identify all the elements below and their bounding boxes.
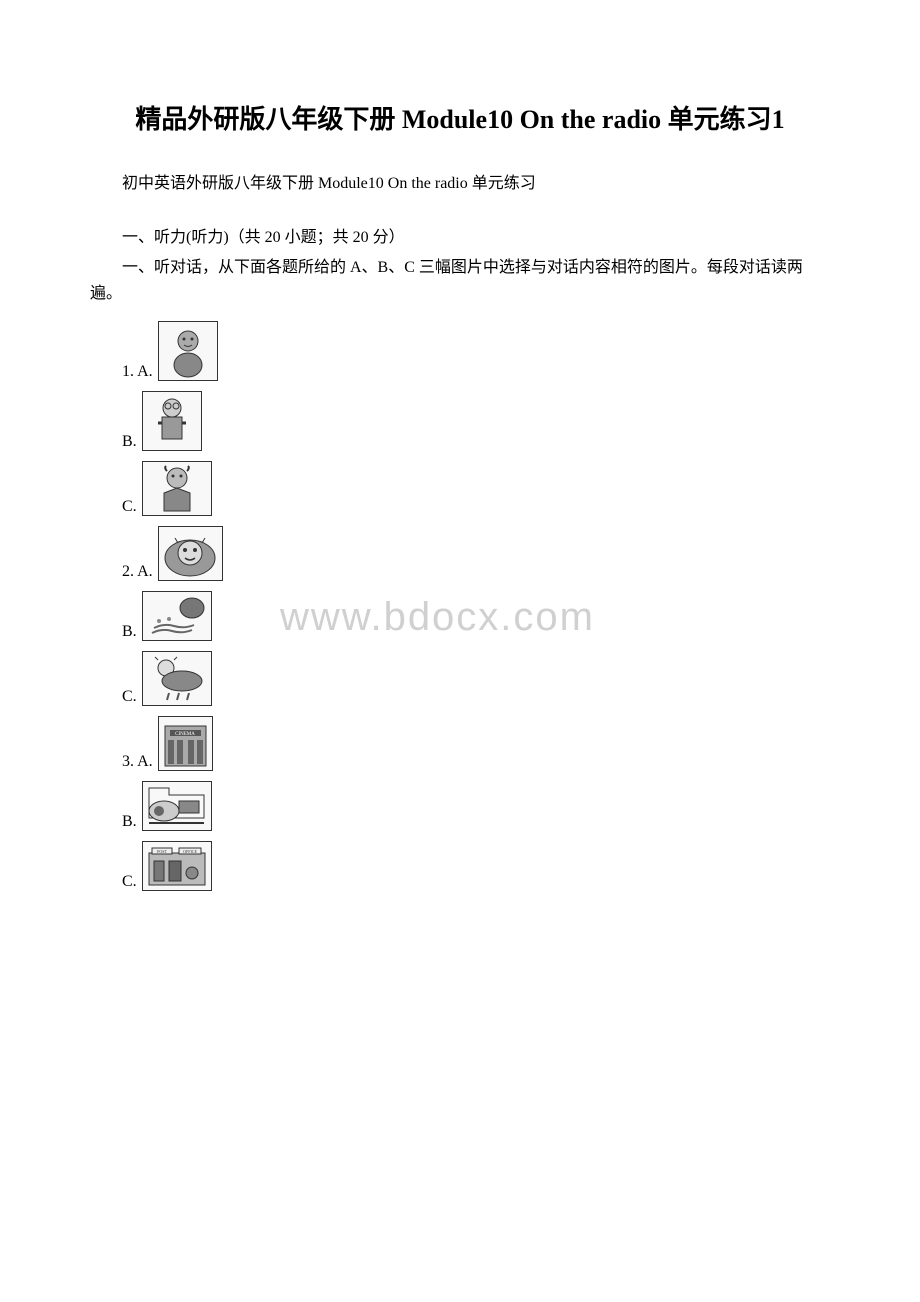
option-label: C. — [122, 688, 137, 706]
subtitle-text: 初中英语外研版八年级下册 Module10 On the radio 单元练习 — [90, 169, 830, 193]
option-label: 2. A. — [122, 563, 153, 581]
train-icon — [142, 781, 212, 831]
document-content: 精品外研版八年级下册 Module10 On the radio 单元练习1 初… — [90, 100, 830, 891]
post-office-icon: POST OFFICE — [142, 841, 212, 891]
rain-cloud-icon — [142, 651, 212, 706]
option-label: B. — [122, 433, 137, 451]
option-row: 2. A. — [90, 526, 830, 581]
svg-text:CINEMA: CINEMA — [175, 732, 195, 737]
option-label: C. — [122, 498, 137, 516]
svg-text:POST: POST — [157, 849, 167, 854]
question-2: 2. A. B. — [90, 526, 830, 706]
question-1: 1. A. B. — [90, 321, 830, 516]
option-row: B. — [90, 391, 830, 451]
option-row: B. — [90, 591, 830, 641]
option-label: B. — [122, 623, 137, 641]
option-row: C. — [90, 651, 830, 706]
option-row: 1. A. — [90, 321, 830, 381]
page-title: 精品外研版八年级下册 Module10 On the radio 单元练习1 — [90, 100, 830, 139]
option-label: B. — [122, 813, 137, 831]
baby-figure-icon — [158, 321, 218, 381]
section-heading: 一、听力(听力)（共 20 小题；共 20 分） — [90, 223, 830, 247]
option-row: C. POST OFFICE — [90, 841, 830, 891]
boy-figure-icon — [142, 391, 202, 451]
question-3: 3. A. CINEMA B. — [90, 716, 830, 891]
option-row: B. — [90, 781, 830, 831]
sun-icon — [158, 526, 223, 581]
girl-figure-icon — [142, 461, 212, 516]
option-row: 3. A. CINEMA — [90, 716, 830, 771]
option-label: 1. A. — [122, 363, 153, 381]
option-row: C. — [90, 461, 830, 516]
instruction-text: 一、听对话，从下面各题所给的 A、B、C 三幅图片中选择与对话内容相符的图片。每… — [90, 255, 830, 306]
svg-text:OFFICE: OFFICE — [183, 849, 197, 854]
windy-icon — [142, 591, 212, 641]
option-label: C. — [122, 873, 137, 891]
cinema-building-icon: CINEMA — [158, 716, 213, 771]
option-label: 3. A. — [122, 753, 153, 771]
